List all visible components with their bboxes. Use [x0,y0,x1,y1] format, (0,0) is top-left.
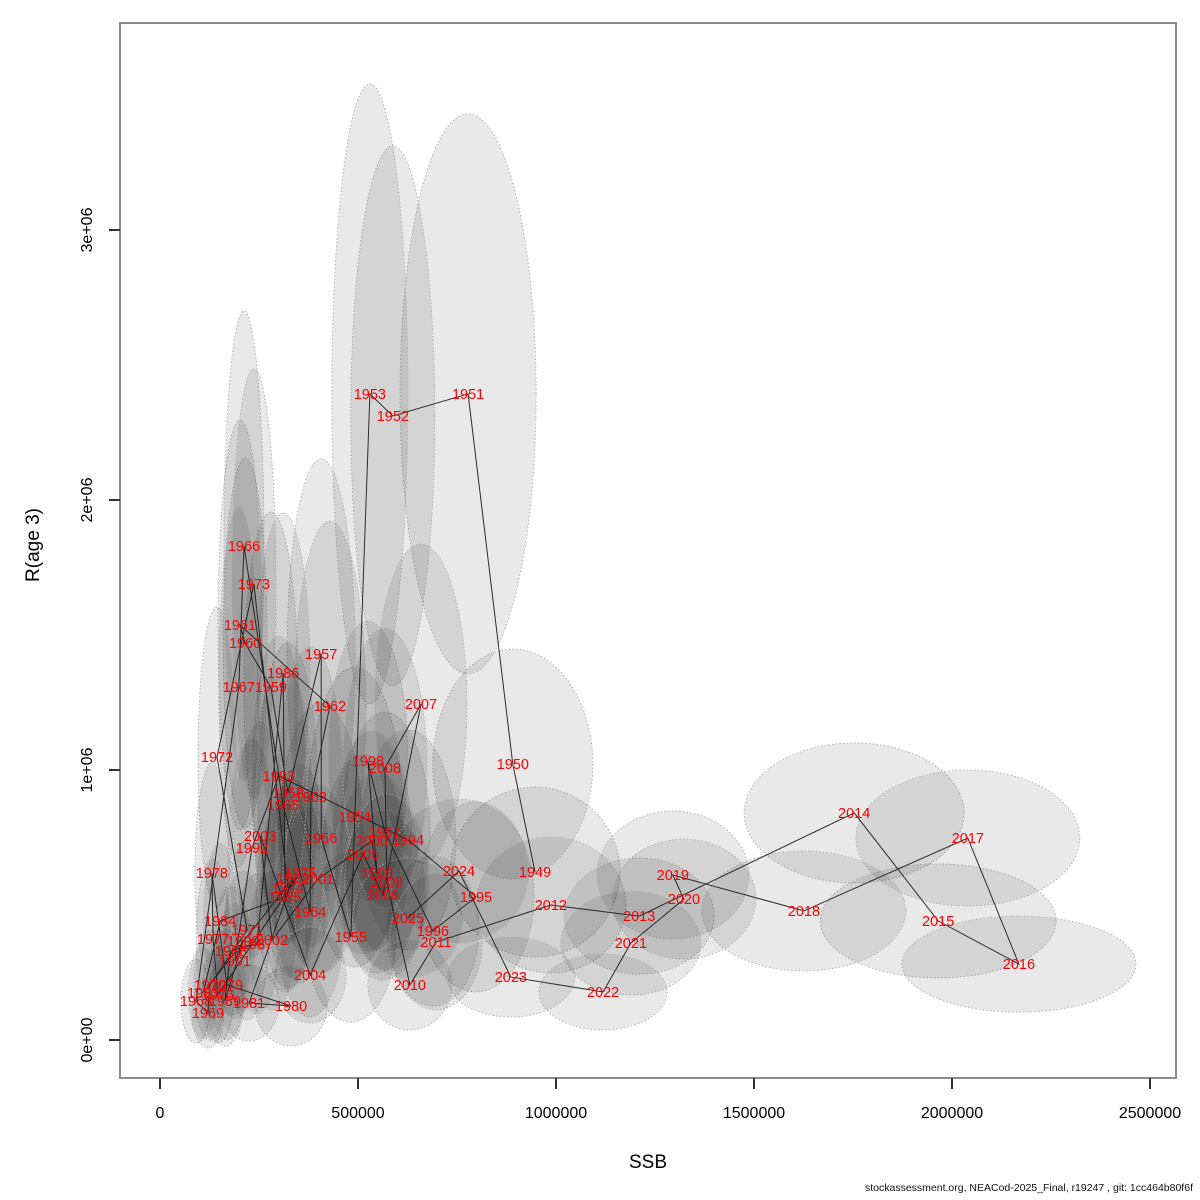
year-label-1973: 1973 [238,577,270,593]
year-label-2023: 2023 [495,970,527,986]
y-axis-title: R(age 3) [23,508,44,582]
y-tick-label: 3e+06 [79,207,96,252]
footer-run-info: stockassessment.org, NEACod-2025_Final, … [864,1182,1193,1194]
year-label-2025: 2025 [392,911,424,927]
year-label-1972: 1972 [201,750,233,766]
year-label-2007: 2007 [405,697,437,713]
year-label-2005: 2005 [347,847,379,863]
year-label-1994: 1994 [392,833,424,849]
plot-border [119,22,1177,1079]
x-axis: 0 500000 1000000 1500000 2000000 2500000 [156,1078,1181,1122]
year-label-2022: 2022 [587,985,619,1001]
year-label-2024: 2024 [443,864,475,880]
year-label-2019: 2019 [657,868,689,884]
year-label-1981: 1981 [233,996,265,1012]
year-label-1987: 1987 [241,937,273,953]
year-label-1999: 1999 [361,866,393,882]
year-label-2010: 2010 [394,978,426,994]
year-label-1995: 1995 [460,890,492,906]
year-label-2017: 2017 [952,831,984,847]
year-label-1998: 1998 [352,754,384,770]
y-tick-label: 0e+00 [79,1017,96,1062]
year-label-1952: 1952 [377,409,409,425]
year-label-2003: 2003 [244,829,276,845]
year-label-1986: 1986 [267,666,299,682]
year-label-1978: 1978 [196,866,228,882]
year-label-1968: 1968 [180,994,212,1010]
x-tick-label: 500000 [331,1105,384,1122]
x-axis-title: SSB [628,1152,668,1173]
year-label-2000: 2000 [356,834,388,850]
year-label-1966: 1966 [228,539,260,555]
x-tick-label: 1000000 [525,1105,587,1122]
year-label-2001: 2001 [302,872,334,888]
year-label-1988: 1988 [215,944,247,960]
year-label-1955: 1955 [335,930,367,946]
year-label-2015: 2015 [922,914,954,930]
year-label-2012: 2012 [535,898,567,914]
x-tick-label: 2000000 [921,1105,983,1122]
year-label-1989: 1989 [209,994,241,1010]
year-label-2008: 2008 [369,761,401,777]
year-label-1960: 1960 [229,636,261,652]
confidence-ellipse-1986 [255,512,311,834]
year-label-2021: 2021 [615,936,647,952]
y-tick-label: 2e+06 [79,477,96,522]
year-label-2016: 2016 [1003,957,1035,973]
y-tick-label: 1e+06 [79,747,96,792]
year-label-1953: 1953 [354,387,386,403]
year-label-1990: 1990 [227,934,259,950]
year-label-1980: 1980 [275,999,307,1015]
year-label-1997: 1997 [369,825,401,841]
x-tick-label: 0 [156,1105,165,1122]
year-label-1992: 1992 [236,841,268,857]
year-label-1959: 1959 [255,680,287,696]
year-labels: 1949 1950 1951 1952 1953 1954 1955 1956 1957 1958… [180,387,1035,1022]
year-label-1993: 1993 [263,769,295,785]
year-label-1969: 1969 [192,1006,224,1022]
year-label-1982: 1982 [277,871,309,887]
year-label-2011: 2011 [420,935,451,951]
year-label-2018: 2018 [788,904,820,920]
year-label-1965: 1965 [267,798,299,814]
year-label-1985: 1985 [269,890,301,906]
year-label-2004: 2004 [294,968,326,984]
year-label-1964: 1964 [294,905,326,921]
x-tick-label: 2500000 [1119,1105,1181,1122]
year-label-1975: 1975 [284,866,316,882]
year-label-2009: 2009 [371,875,403,891]
year-label-2013: 2013 [623,909,655,925]
year-label-1979: 1979 [211,978,243,994]
year-label-1984: 1984 [204,914,236,930]
confidence-ellipses [180,83,1137,1049]
year-label-2002: 2002 [256,933,288,949]
year-label-1976: 1976 [202,988,234,1004]
x-tick-label: 1500000 [723,1105,785,1122]
year-label-1983: 1983 [187,986,219,1002]
year-label-1951: 1951 [452,387,484,403]
year-label-1967: 1967 [223,680,255,696]
year-label-1974: 1974 [272,881,304,897]
year-label-1996: 1996 [417,924,449,940]
year-label-2006: 2006 [367,888,399,904]
year-label-1958: 1958 [272,786,304,802]
year-label-1963: 1963 [295,790,327,806]
year-label-1957: 1957 [305,647,337,663]
year-label-1962: 1962 [314,699,346,715]
year-label-2020: 2020 [668,892,700,908]
year-label-1991: 1991 [219,954,251,970]
year-label-2014: 2014 [838,806,870,822]
year-trajectory-line [195,392,1020,1015]
year-label-1961: 1961 [224,618,256,634]
year-label-1950: 1950 [497,757,529,773]
y-axis: 0e+00 1e+06 2e+06 3e+06 [79,207,120,1062]
year-label-1949: 1949 [519,865,551,881]
year-label-1971: 1971 [231,923,263,939]
year-label-1977: 1977 [197,932,229,948]
year-label-1956: 1956 [305,831,337,847]
year-label-1954: 1954 [339,810,371,826]
year-label-1970: 1970 [194,978,226,994]
